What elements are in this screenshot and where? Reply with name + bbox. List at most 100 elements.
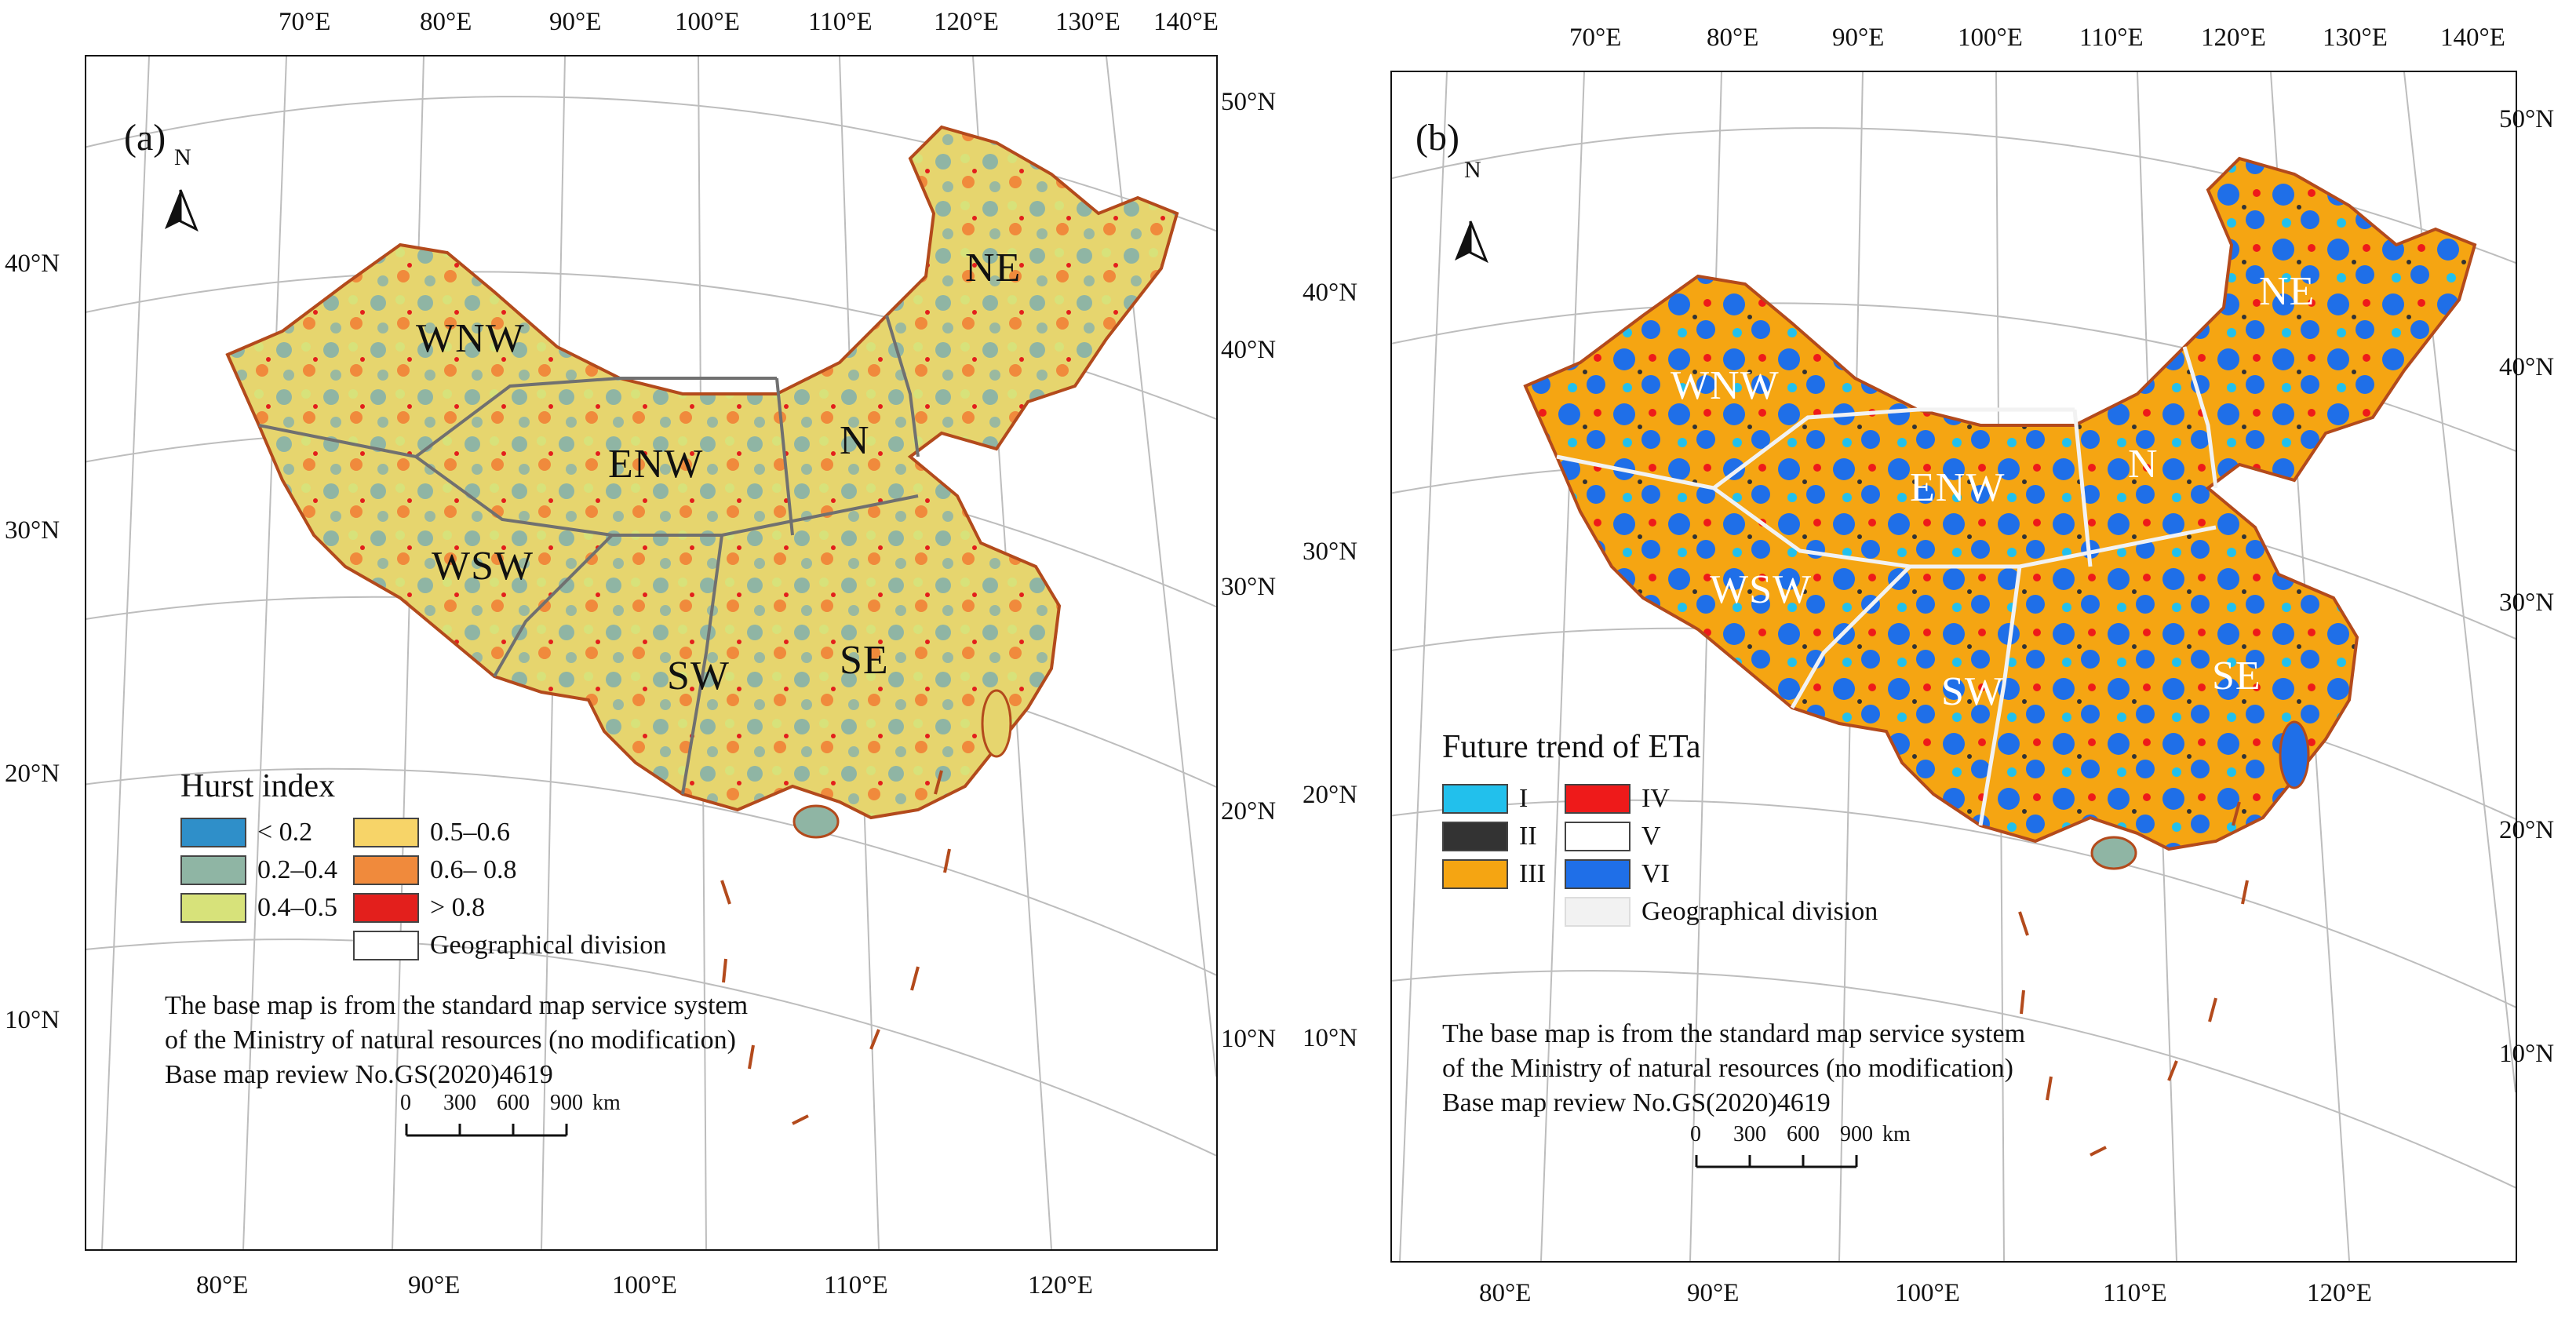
lon-top: 80°E — [420, 8, 472, 36]
legend-item: Geographical division — [1565, 895, 1878, 928]
legend-item: 0.6– 0.8 — [353, 854, 517, 887]
lon-top: 90°E — [1832, 24, 1885, 52]
lat-right: 40°N — [2499, 353, 2555, 381]
region-ne: NE — [2259, 269, 2315, 314]
map-frame-b: (b) N WNW ENW N NE WSW SW SE Future tren… — [1390, 71, 2517, 1263]
region-sw: SW — [667, 654, 730, 698]
scale-bar-b — [1695, 1155, 1858, 1168]
hainan-b — [2090, 836, 2137, 870]
lon-top: 110°E — [2079, 24, 2144, 52]
taiwan-b — [2279, 720, 2310, 789]
legend-item: 0.4–0.5 — [180, 891, 337, 924]
legend-item: Geographical division — [353, 929, 666, 962]
lat-right: 30°N — [2499, 589, 2555, 617]
mainland-a — [225, 125, 1179, 820]
region-ne: NE — [965, 246, 1022, 290]
nine-dash-line-a — [720, 770, 951, 1125]
scale-tick: 300 — [443, 1091, 476, 1115]
panel-a: (a) N WNW ENW N NE WSW SW SE Hurst index… — [0, 0, 1287, 1323]
legend-item: VI — [1565, 858, 1670, 891]
lat-right: 50°N — [1221, 88, 1277, 116]
lon-bottom: 100°E — [1895, 1279, 1960, 1307]
china-map-b — [1392, 72, 2516, 1261]
scale-tick: 900 — [1840, 1122, 1873, 1146]
region-wsw: WSW — [1710, 567, 1813, 612]
lat-left: 40°N — [1303, 279, 1358, 307]
lon-top: 130°E — [2323, 24, 2388, 52]
legend-title: Hurst index — [180, 768, 336, 804]
legend-item: III — [1442, 858, 1546, 891]
lon-top: 100°E — [675, 8, 740, 36]
region-se: SE — [840, 638, 889, 683]
legend-item: 0.2–0.4 — [180, 854, 337, 887]
scale-tick: 600 — [497, 1091, 530, 1115]
lon-top: 90°E — [549, 8, 602, 36]
region-enw: ENW — [608, 442, 704, 487]
scale-tick: 600 — [1787, 1122, 1820, 1146]
lat-right: 50°N — [2499, 105, 2555, 133]
lon-bottom: 110°E — [2103, 1279, 2167, 1307]
lon-bottom: 100°E — [612, 1271, 677, 1299]
region-wsw: WSW — [432, 544, 534, 589]
lon-bottom: 90°E — [408, 1271, 461, 1299]
north-arrow-icon — [165, 189, 199, 232]
panel-label: (a) — [124, 117, 166, 159]
scale-tick: 300 — [1733, 1122, 1766, 1146]
scale-tick: 900 — [550, 1091, 583, 1115]
lon-top: 120°E — [934, 8, 999, 36]
lat-right: 20°N — [1221, 797, 1277, 826]
scale-tick: 0 — [1690, 1122, 1701, 1146]
lon-bottom: 80°E — [1479, 1279, 1532, 1307]
nine-dash-line-b — [2018, 801, 2249, 1157]
region-se: SE — [2212, 654, 2261, 698]
lon-bottom: 120°E — [1028, 1271, 1093, 1299]
region-n: N — [840, 418, 870, 463]
map-frame-a: (a) N WNW ENW N NE WSW SW SE Hurst index… — [85, 55, 1218, 1251]
lat-right: 20°N — [2499, 816, 2555, 844]
lon-top: 130°E — [1055, 8, 1120, 36]
region-sw: SW — [1941, 669, 2004, 714]
lat-left: 10°N — [5, 1006, 60, 1034]
lon-top: 70°E — [279, 8, 331, 36]
base-map-note: The base map is from the standard map se… — [1442, 1019, 2026, 1117]
legend-title: Future trend of ETa — [1442, 729, 1701, 765]
lon-top: 120°E — [2201, 24, 2266, 52]
scale-unit: km — [592, 1091, 621, 1115]
lon-bottom: 90°E — [1687, 1279, 1740, 1307]
lat-left: 30°N — [1303, 538, 1358, 566]
lon-top: 110°E — [808, 8, 873, 36]
scale-unit: km — [1882, 1122, 1911, 1146]
lat-right: 10°N — [1221, 1025, 1277, 1053]
legend-item: 0.5–0.6 — [353, 816, 510, 849]
lon-top: 140°E — [1153, 8, 1219, 36]
scale-bar-a — [405, 1124, 568, 1137]
lat-left: 30°N — [5, 516, 60, 545]
scale-tick: 0 — [400, 1091, 411, 1115]
region-n: N — [2128, 442, 2159, 487]
china-map-a — [86, 56, 1216, 1249]
legend-item: IV — [1565, 782, 1670, 815]
lat-right: 30°N — [1221, 573, 1277, 601]
legend-item: V — [1565, 820, 1661, 853]
region-wnw: WNW — [1671, 363, 1780, 408]
lon-bottom: 110°E — [824, 1271, 888, 1299]
division-lines-a — [258, 315, 920, 795]
region-wnw: WNW — [416, 316, 525, 361]
lon-top: 100°E — [1958, 24, 2023, 52]
lon-top: 140°E — [2440, 24, 2505, 52]
base-map-note: The base map is from the standard map se… — [165, 991, 749, 1089]
division-lines-b — [1556, 346, 2218, 826]
north-label: N — [1464, 157, 1481, 183]
hainan-a — [792, 804, 840, 839]
lon-top: 80°E — [1707, 24, 1759, 52]
legend-item: > 0.8 — [353, 891, 485, 924]
lat-right: 10°N — [2499, 1040, 2555, 1068]
north-arrow-icon — [1455, 220, 1488, 264]
legend-item: < 0.2 — [180, 816, 312, 849]
lon-bottom: 80°E — [196, 1271, 249, 1299]
region-enw: ENW — [1910, 465, 2006, 510]
lat-left: 40°N — [5, 250, 60, 278]
taiwan-a — [981, 689, 1012, 758]
panel-b: (b) N WNW ENW N NE WSW SW SE Future tren… — [1287, 0, 2576, 1323]
legend-item: II — [1442, 820, 1537, 853]
